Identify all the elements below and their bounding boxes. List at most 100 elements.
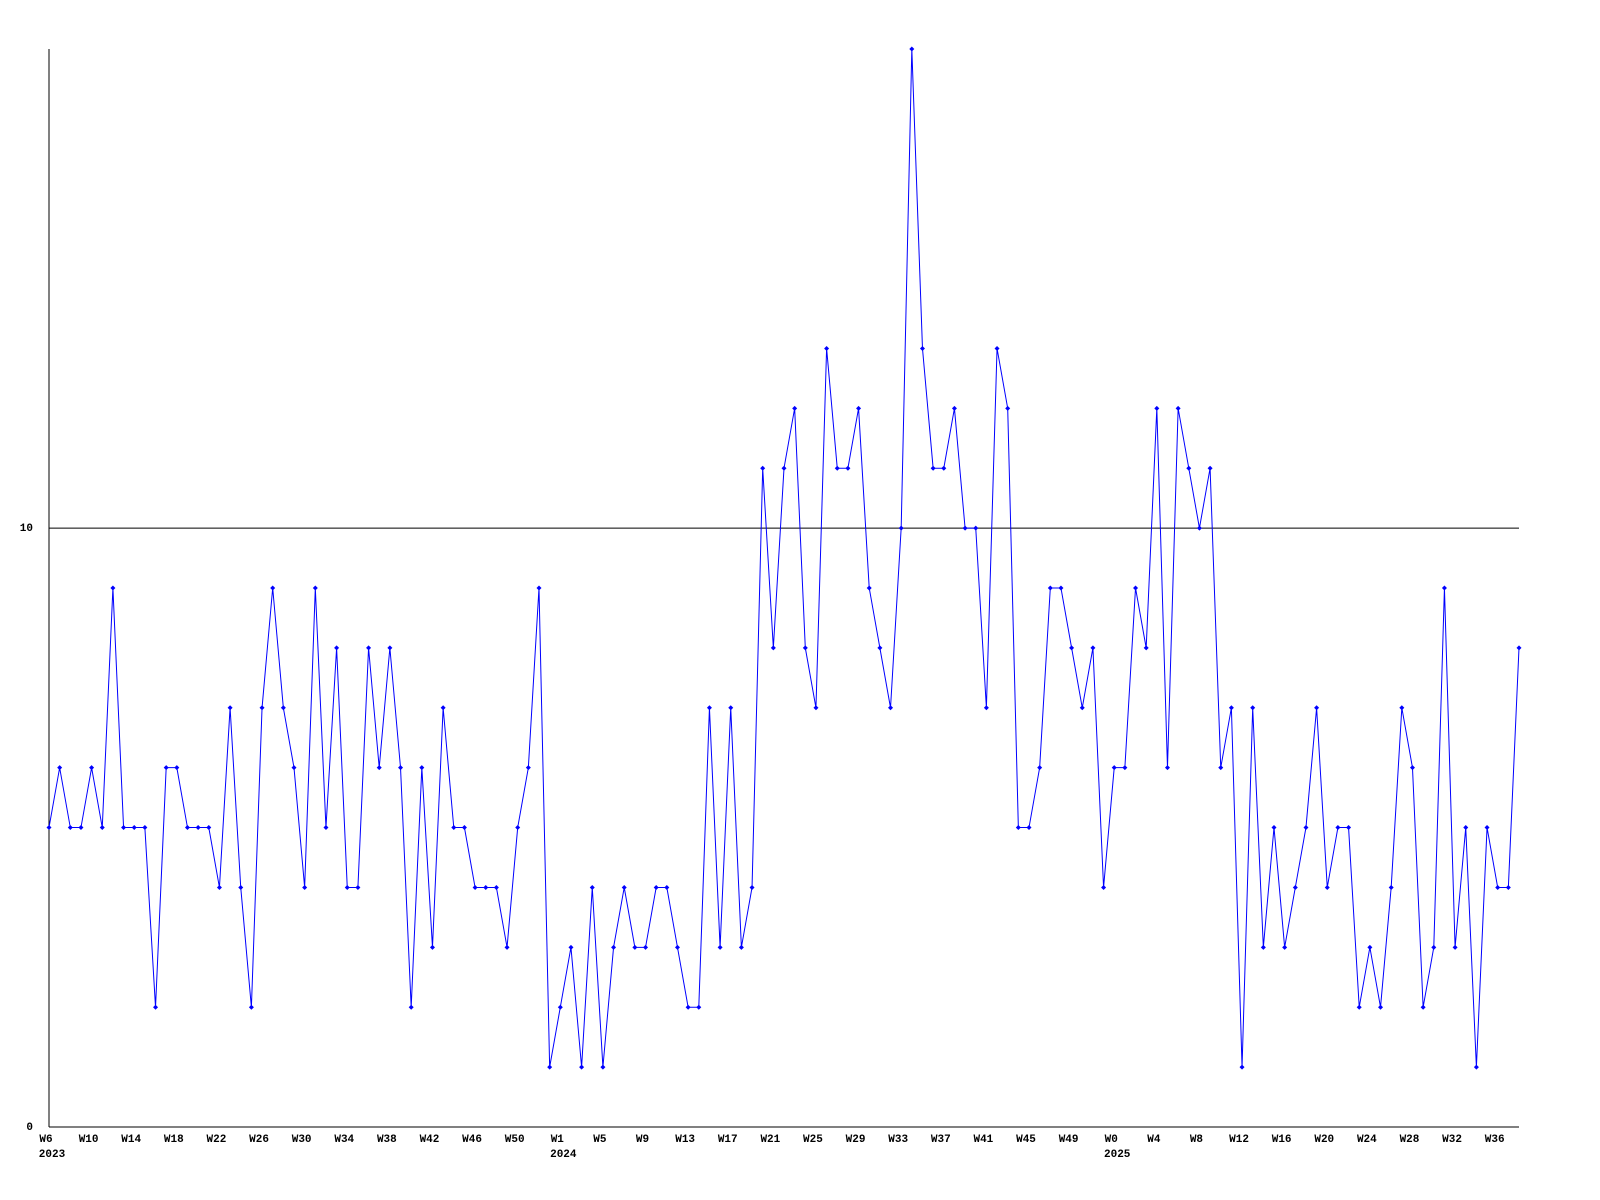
point-marker xyxy=(749,884,755,890)
point-marker xyxy=(472,884,478,890)
point-marker xyxy=(440,705,446,711)
point-marker xyxy=(248,1004,254,1010)
point-marker xyxy=(1164,765,1170,771)
x-tick-label: W36 xyxy=(1485,1134,1505,1146)
point-marker xyxy=(1505,884,1511,890)
point-marker xyxy=(611,944,617,950)
point-marker xyxy=(216,884,222,890)
point-marker xyxy=(1186,465,1192,471)
point-marker xyxy=(1122,765,1128,771)
x-tick-label: W10 xyxy=(79,1134,99,1146)
x-tick-label: W33 xyxy=(888,1134,908,1146)
point-marker xyxy=(728,705,734,711)
point-marker xyxy=(994,345,1000,351)
point-marker xyxy=(813,705,819,711)
point-marker xyxy=(355,884,361,890)
point-marker xyxy=(1026,825,1032,831)
point-marker xyxy=(1495,884,1501,890)
point-marker xyxy=(1111,765,1117,771)
point-marker xyxy=(973,525,979,531)
point-marker xyxy=(238,884,244,890)
point-marker xyxy=(834,465,840,471)
point-marker xyxy=(1409,765,1415,771)
point-marker xyxy=(1335,825,1341,831)
point-marker xyxy=(1218,765,1224,771)
point-marker xyxy=(131,825,137,831)
point-marker xyxy=(1143,645,1149,651)
point-marker xyxy=(1516,645,1522,651)
point-marker xyxy=(781,465,787,471)
x-tick-label: W34 xyxy=(334,1134,354,1146)
point-marker xyxy=(461,825,467,831)
point-marker xyxy=(1388,884,1394,890)
point-marker xyxy=(1196,525,1202,531)
point-marker xyxy=(536,585,542,591)
x-tick-label: W24 xyxy=(1357,1134,1377,1146)
point-marker xyxy=(802,645,808,651)
x-tick-label: W20 xyxy=(1314,1134,1334,1146)
point-marker xyxy=(493,884,499,890)
x-tick-label: W14 xyxy=(121,1134,141,1146)
point-marker xyxy=(398,765,404,771)
point-marker xyxy=(792,405,798,411)
point-marker xyxy=(685,1004,691,1010)
x-tick-label: W9 xyxy=(636,1134,649,1146)
point-marker xyxy=(270,585,276,591)
point-marker xyxy=(1260,944,1266,950)
point-marker xyxy=(547,1064,553,1070)
point-marker xyxy=(1250,705,1256,711)
point-marker xyxy=(163,765,169,771)
x-tick-label: W30 xyxy=(292,1134,312,1146)
point-marker xyxy=(206,825,212,831)
point-marker xyxy=(419,765,425,771)
point-marker xyxy=(1047,585,1053,591)
point-marker xyxy=(738,944,744,950)
point-marker xyxy=(525,765,531,771)
point-marker xyxy=(856,405,862,411)
x-tick-label: W29 xyxy=(846,1134,866,1146)
point-marker xyxy=(983,705,989,711)
point-marker xyxy=(89,765,95,771)
point-marker xyxy=(1090,645,1096,651)
x-tick-label: W32 xyxy=(1442,1134,1462,1146)
point-marker xyxy=(1484,825,1490,831)
point-marker xyxy=(184,825,190,831)
point-marker xyxy=(1207,465,1213,471)
point-marker xyxy=(909,46,915,52)
point-marker xyxy=(568,944,574,950)
point-marker xyxy=(930,465,936,471)
x-tick-label: W12 xyxy=(1229,1134,1249,1146)
point-marker xyxy=(589,884,595,890)
x-tick-label: W13 xyxy=(675,1134,695,1146)
point-marker xyxy=(1473,1064,1479,1070)
point-marker xyxy=(1228,705,1234,711)
point-marker xyxy=(504,944,510,950)
series-line xyxy=(48,48,1520,1068)
point-marker xyxy=(1292,884,1298,890)
point-marker xyxy=(1420,1004,1426,1010)
x-tick-label: W17 xyxy=(718,1134,738,1146)
point-marker xyxy=(99,825,105,831)
point-marker xyxy=(1133,585,1139,591)
point-marker xyxy=(142,825,148,831)
x-tick-label: W0 xyxy=(1105,1134,1118,1146)
point-marker xyxy=(674,944,680,950)
point-marker xyxy=(302,884,308,890)
x-tick-label: W5 xyxy=(593,1134,607,1146)
point-marker xyxy=(1239,1064,1245,1070)
point-marker xyxy=(1282,944,1288,950)
point-marker xyxy=(760,465,766,471)
x-tick-label: W50 xyxy=(505,1134,525,1146)
x-tick-label: W16 xyxy=(1272,1134,1292,1146)
point-marker xyxy=(1463,825,1469,831)
point-marker xyxy=(174,765,180,771)
x-tick-label: W18 xyxy=(164,1134,184,1146)
point-marker xyxy=(888,705,894,711)
point-marker xyxy=(1154,405,1160,411)
x-tick-label: W26 xyxy=(249,1134,269,1146)
x-tick-label: W49 xyxy=(1059,1134,1079,1146)
x-tick-label: W8 xyxy=(1190,1134,1204,1146)
point-marker xyxy=(67,825,73,831)
point-marker xyxy=(259,705,265,711)
